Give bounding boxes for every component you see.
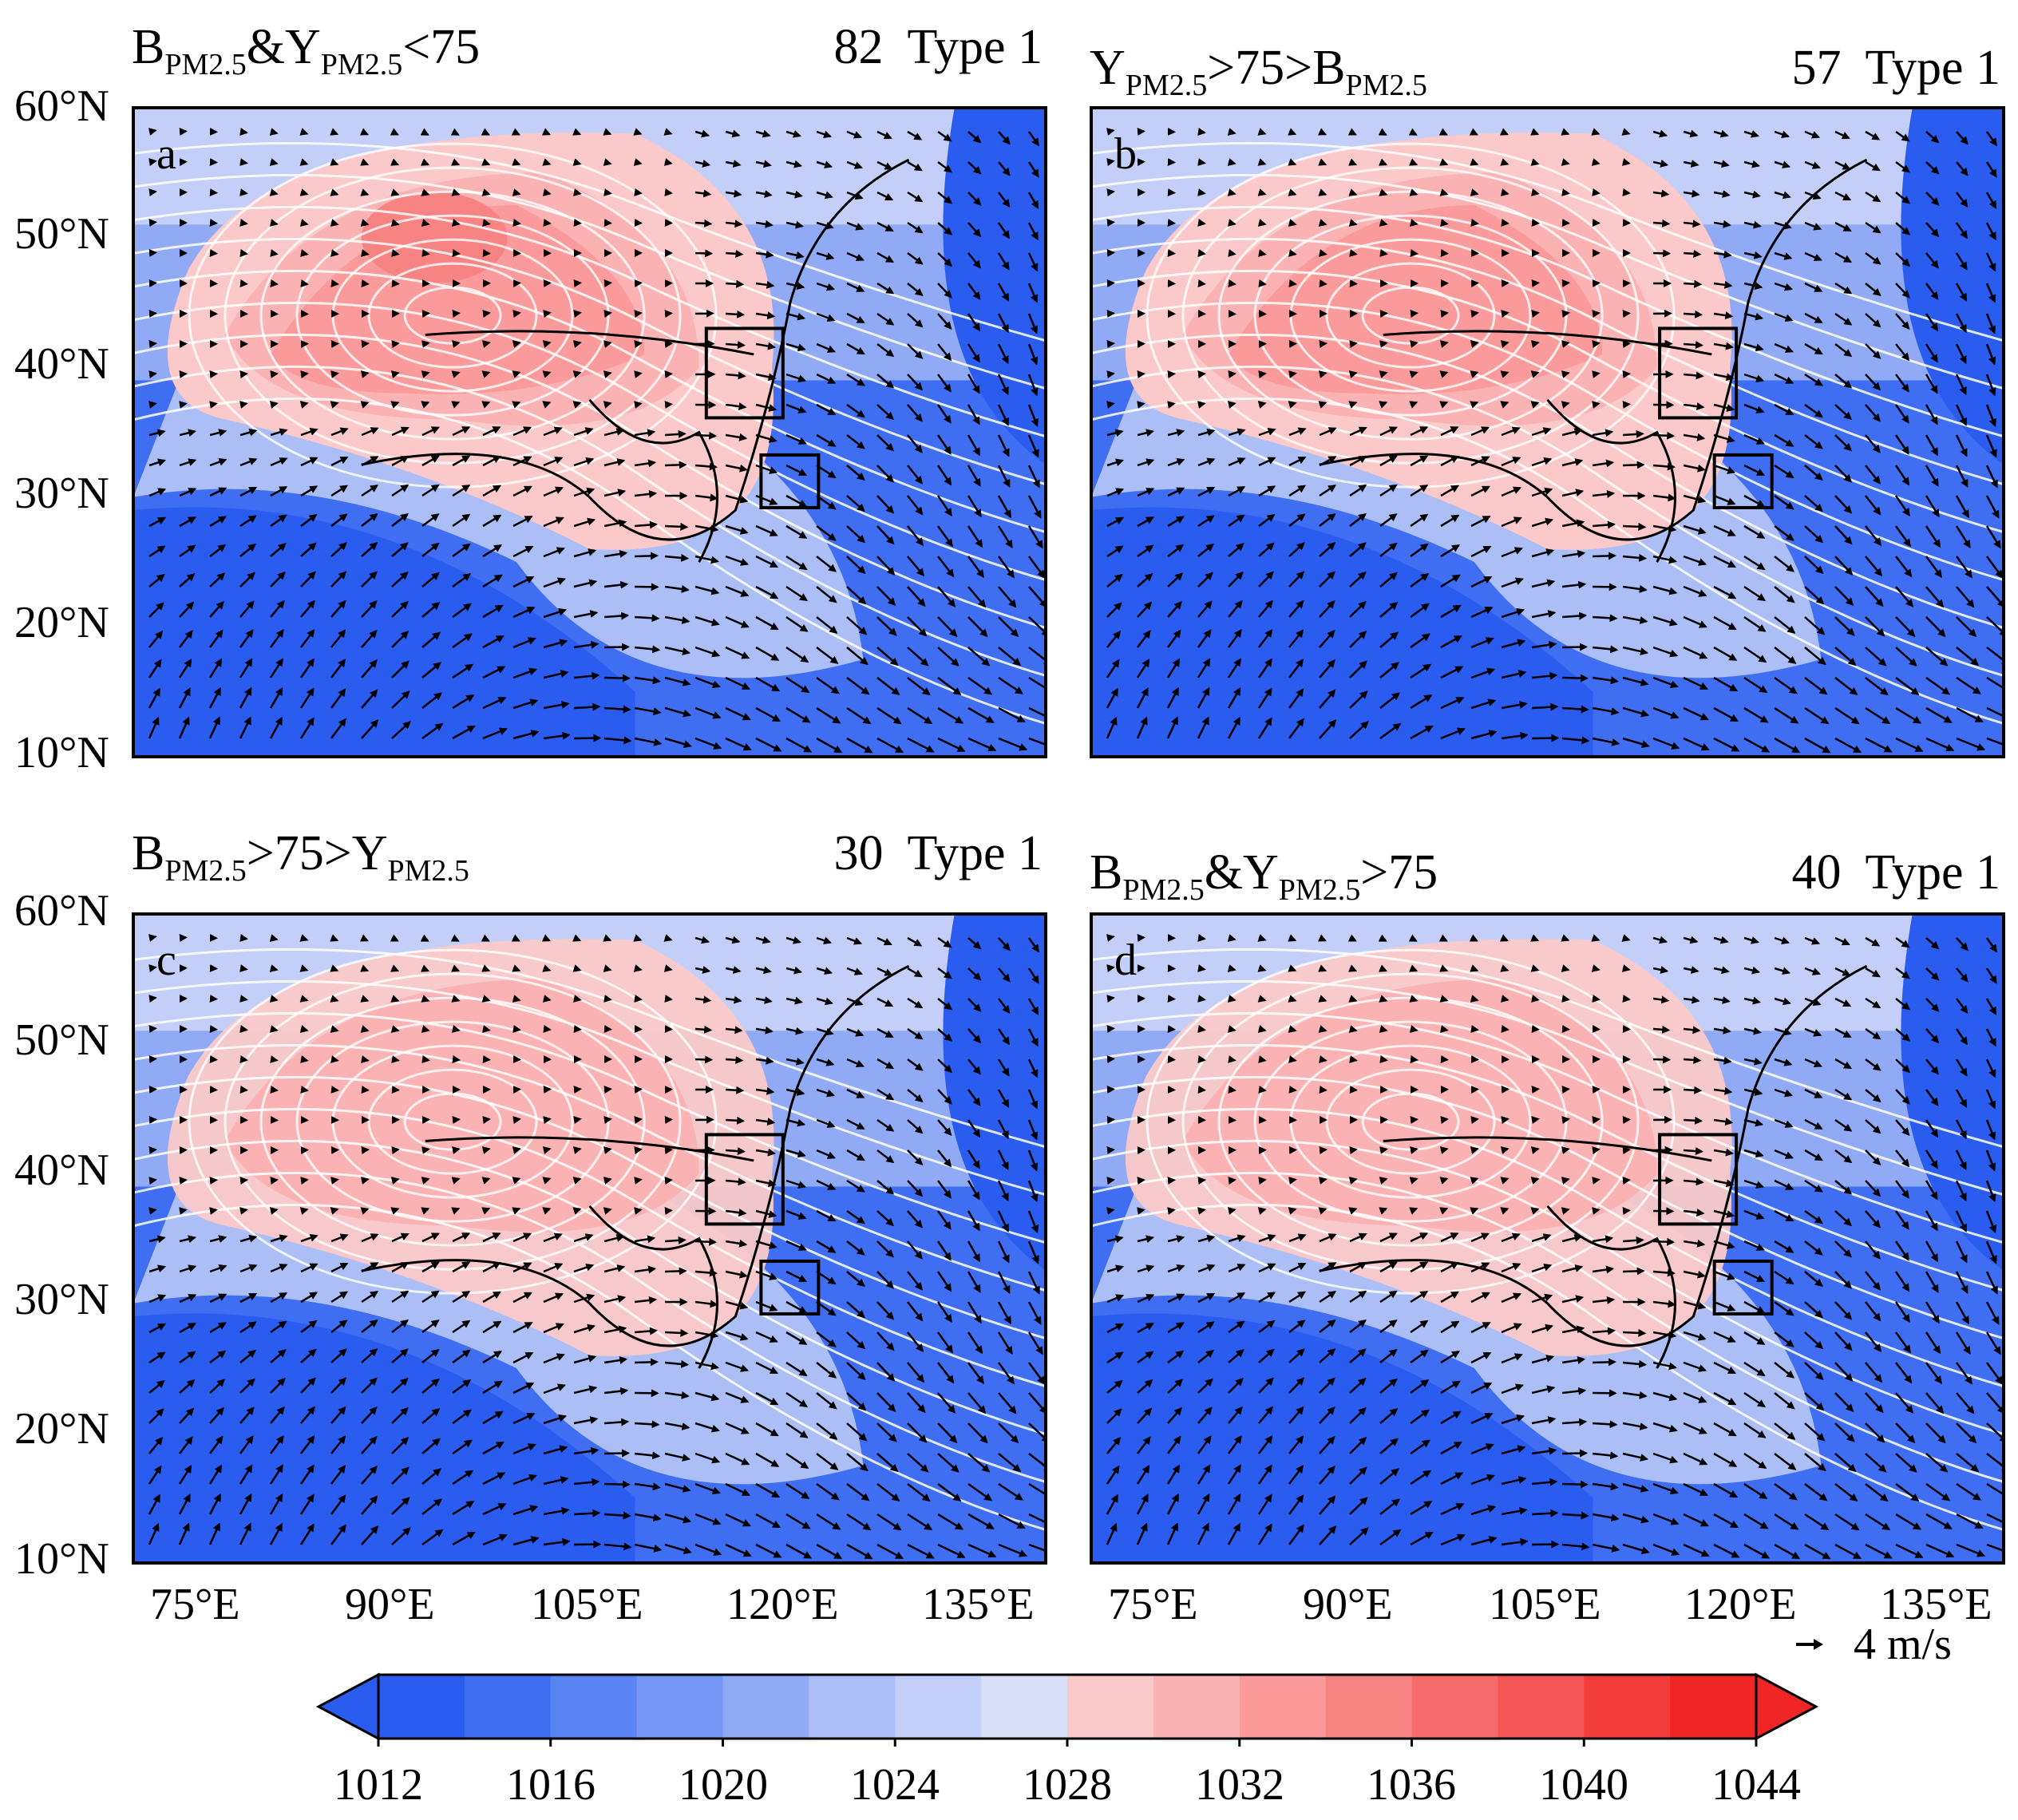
lat-label: 20°N	[14, 598, 109, 647]
lat-label: 20°N	[14, 1404, 109, 1454]
panel-letter-b: b	[1114, 129, 1137, 179]
lat-label: 30°N	[14, 1275, 109, 1324]
lat-label: 30°N	[14, 469, 109, 518]
lon-label: 75°E	[150, 1580, 240, 1629]
lat-label: 50°N	[14, 1015, 109, 1065]
colorbar-segment	[981, 1675, 1068, 1739]
panel-letter-d: d	[1114, 936, 1137, 985]
colorbar-segment	[1498, 1675, 1585, 1739]
lat-label: 40°N	[14, 339, 109, 389]
lon-label: 120°E	[726, 1580, 839, 1629]
map-panel-c	[132, 912, 1047, 1565]
panel-d-title: BPM2.5&YPM2.5>75	[1090, 845, 1438, 907]
colorbar-tick: 1024	[850, 1760, 940, 1810]
lat-label: 40°N	[14, 1145, 109, 1195]
lon-label: 75°E	[1108, 1580, 1198, 1629]
panel-c-title: BPM2.5>75>YPM2.5	[132, 826, 469, 888]
lon-label: 135°E	[1880, 1580, 1992, 1629]
colorbar-tick: 1040	[1539, 1760, 1628, 1810]
panel-d-count-type: 40 Type 1	[1791, 845, 2000, 900]
colorbar-segment	[1239, 1675, 1327, 1739]
colorbar-segment	[464, 1675, 552, 1739]
colorbar-high-extend	[1755, 1672, 1819, 1741]
panel-a-count-type: 82 Type 1	[833, 20, 1043, 74]
colorbar-segment	[1153, 1675, 1240, 1739]
lat-label: 10°N	[14, 728, 109, 777]
colorbar-segment	[895, 1675, 982, 1739]
colorbar-tick: 1012	[334, 1760, 423, 1810]
map-panel-b	[1090, 106, 2005, 758]
colorbar-tick: 1016	[506, 1760, 596, 1810]
lon-label: 120°E	[1684, 1580, 1797, 1629]
colorbar-segment	[1067, 1675, 1154, 1739]
colorbar-segment	[722, 1675, 809, 1739]
colorbar-segment	[1584, 1675, 1671, 1739]
colorbar-segment	[1411, 1675, 1498, 1739]
panel-b-title: YPM2.5>75>BPM2.5	[1090, 41, 1427, 102]
lat-label: 60°N	[14, 81, 109, 131]
colorbar-tick: 1044	[1711, 1760, 1801, 1810]
colorbar-segment	[550, 1675, 638, 1739]
colorbar-tick: 1028	[1023, 1760, 1112, 1810]
panel-letter-c: c	[156, 936, 176, 985]
colorbar-segment	[378, 1675, 465, 1739]
lat-label: 50°N	[14, 209, 109, 259]
colorbar-segment	[809, 1675, 896, 1739]
panel-c-count-type: 30 Type 1	[833, 826, 1043, 880]
colorbar-tick: 1020	[679, 1760, 768, 1810]
panel-a-title: BPM2.5&YPM2.5<75	[132, 20, 481, 81]
colorbar-segment	[636, 1675, 723, 1739]
lon-label: 90°E	[1303, 1580, 1393, 1629]
colorbar-low-extend	[315, 1672, 380, 1741]
lat-label: 10°N	[14, 1534, 109, 1584]
lon-label: 105°E	[531, 1580, 643, 1629]
map-panel-d	[1090, 912, 2005, 1565]
lon-label: 105°E	[1489, 1580, 1601, 1629]
vector-scale-label: 4 m/s	[1854, 1620, 1952, 1669]
lat-label: 60°N	[14, 886, 109, 936]
panel-letter-a: a	[156, 129, 176, 179]
lon-label: 90°E	[345, 1580, 435, 1629]
vector-scale-arrow-icon	[1796, 1639, 1823, 1650]
colorbar-segment	[1325, 1675, 1412, 1739]
colorbar-tick: 1032	[1195, 1760, 1284, 1810]
colorbar-tick: 1036	[1367, 1760, 1456, 1810]
colorbar	[315, 1672, 1819, 1747]
map-panel-a	[132, 106, 1047, 758]
panel-b-count-type: 57 Type 1	[1791, 41, 2000, 95]
lon-label: 135°E	[922, 1580, 1035, 1629]
colorbar-segment	[1670, 1675, 1757, 1739]
